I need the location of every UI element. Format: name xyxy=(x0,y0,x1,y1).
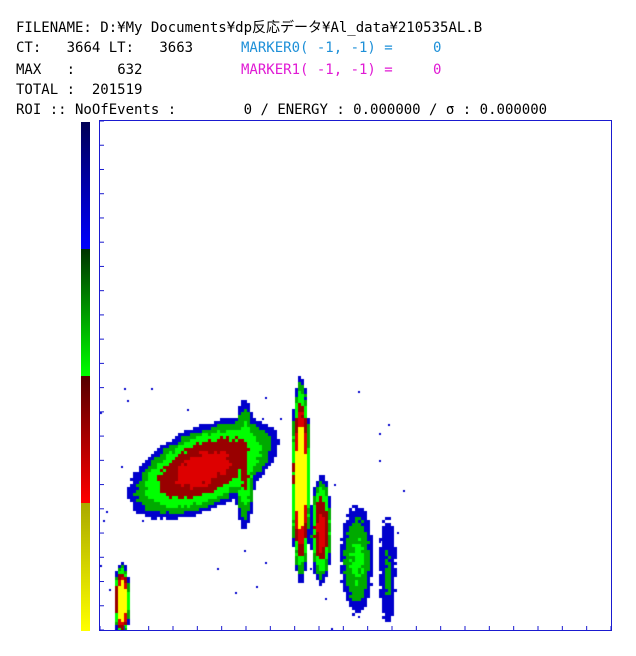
heatmap-canvas xyxy=(100,121,611,630)
marker0-line: MARKER0( -1, -1) = xyxy=(241,38,393,58)
filename-label: FILENAME: xyxy=(16,20,92,36)
max-sep: : xyxy=(66,62,76,78)
total-line: TOTAL : 201519 xyxy=(16,80,142,100)
roi-label: ROI :: NoOfEvents : xyxy=(16,102,177,118)
colorbar-segment-green xyxy=(81,249,90,376)
roi-line: ROI :: NoOfEvents : 0 / ENERGY : 0.00000… xyxy=(16,100,547,120)
filename-line: FILENAME: D:¥My Documents¥dp反応データ¥Al_dat… xyxy=(16,18,482,38)
colorbar-segment-yellow xyxy=(81,503,90,631)
axis-ticks xyxy=(100,121,611,630)
ct-label: CT: xyxy=(16,40,42,56)
roi-events: 0 xyxy=(243,102,253,118)
marker1-label: MARKER1( -1, -1) = xyxy=(241,62,393,78)
colorbar-segment-blue xyxy=(81,122,90,249)
marker1-line: MARKER1( -1, -1) = xyxy=(241,60,393,80)
lt-label: LT: xyxy=(108,40,135,56)
colorbar-segment-red xyxy=(81,376,90,503)
marker0-value: 0 xyxy=(433,40,442,56)
heatmap-plot-area[interactable] xyxy=(99,120,612,631)
max-line: MAX : 632 xyxy=(16,60,142,80)
roi-sigma-value: : 0.000000 xyxy=(462,102,548,118)
filename-value: D:¥My Documents¥dp反応データ¥Al_data¥210535AL… xyxy=(100,20,483,36)
max-value: 632 xyxy=(117,62,143,78)
roi-energy: / ENERGY : 0.000000 / xyxy=(260,102,438,118)
marker1-value: 0 xyxy=(433,62,442,78)
sigma-symbol: σ xyxy=(445,102,455,118)
total-value: 201519 xyxy=(91,82,143,98)
ct-value: 3664 xyxy=(66,40,101,56)
color-scale-bar xyxy=(81,122,90,631)
marker0-label: MARKER0( -1, -1) = xyxy=(241,40,393,56)
lt-value: 3663 xyxy=(159,40,194,56)
ct-lt-line: CT: 3664 LT: 3663 xyxy=(16,38,193,58)
max-label: MAX xyxy=(16,62,42,78)
total-label: TOTAL : xyxy=(16,82,76,98)
